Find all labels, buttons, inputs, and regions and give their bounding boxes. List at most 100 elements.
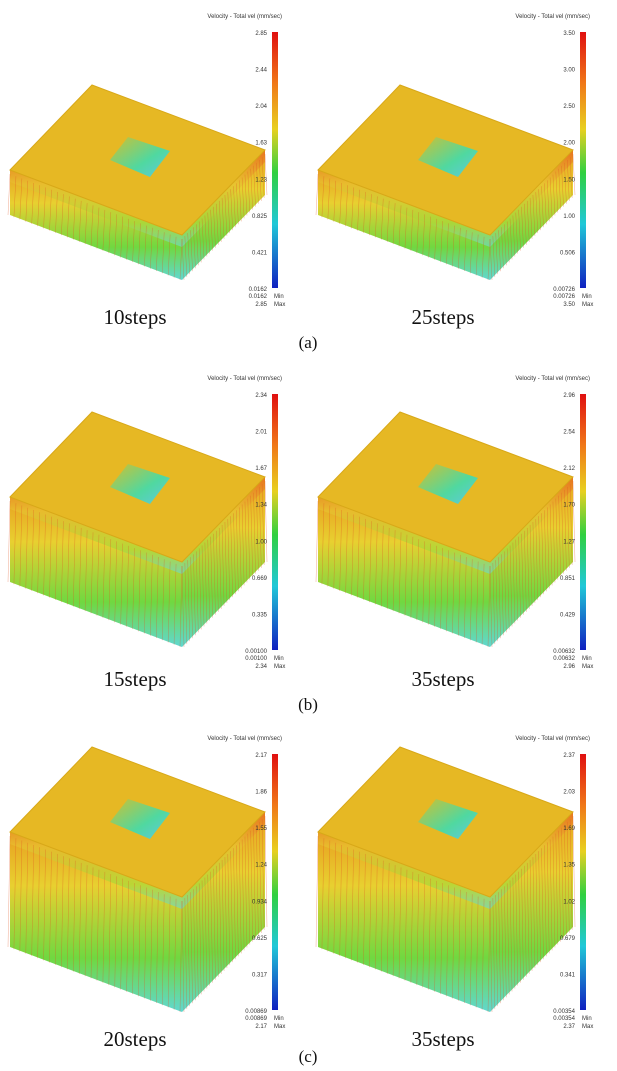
max-word: Max bbox=[582, 664, 593, 670]
max-value: 3.50 bbox=[563, 302, 575, 308]
min-value: 0.00632 bbox=[553, 656, 575, 662]
max-word: Max bbox=[582, 302, 593, 308]
vector-hatch bbox=[573, 154, 575, 195]
colorbar bbox=[580, 754, 586, 1010]
min-word: Min bbox=[582, 1016, 592, 1022]
max-word: Max bbox=[274, 1024, 285, 1030]
colorbar-tick-label: 2.34 bbox=[255, 393, 267, 399]
colorbar-title: Velocity - Total vel (mm/sec) bbox=[515, 14, 590, 20]
max-value: 2.34 bbox=[255, 664, 267, 670]
colorbar-tick-label: 2.50 bbox=[563, 104, 575, 110]
colorbar-tick-label: 0.625 bbox=[252, 936, 268, 942]
colorbar-title: Velocity - Total vel (mm/sec) bbox=[515, 376, 590, 382]
colorbar-tick-label: 1.23 bbox=[255, 177, 267, 183]
min-value: 0.00869 bbox=[245, 1016, 267, 1022]
vector-hatch bbox=[316, 836, 318, 947]
vector-hatch bbox=[573, 481, 575, 562]
colorbar-tick-label: 1.00 bbox=[255, 539, 267, 545]
max-word: Max bbox=[274, 302, 285, 308]
colorbar-tick-label: 2.01 bbox=[255, 430, 267, 436]
min-word: Min bbox=[274, 1016, 284, 1022]
colorbar-tick-label: 2.00 bbox=[563, 141, 575, 147]
vector-hatch bbox=[573, 816, 575, 927]
colorbar-tick-label: 0.506 bbox=[560, 250, 576, 256]
row-caption: (c) bbox=[299, 1047, 318, 1066]
step-label: 15steps bbox=[104, 667, 167, 691]
step-label: 35steps bbox=[412, 1027, 475, 1051]
min-word: Min bbox=[274, 294, 284, 300]
colorbar-tick-label: 1.63 bbox=[255, 141, 267, 147]
colorbar-title: Velocity - Total vel (mm/sec) bbox=[515, 736, 590, 742]
colorbar-tick-label: 2.54 bbox=[563, 430, 575, 436]
row-caption: (a) bbox=[299, 333, 318, 352]
vector-hatch bbox=[265, 154, 267, 195]
colorbar-tick-label: 0.341 bbox=[560, 972, 576, 978]
colorbar-tick-label: 1.67 bbox=[255, 466, 267, 472]
step-label: 10steps bbox=[104, 305, 167, 329]
colorbar-tick-label: 1.27 bbox=[563, 539, 575, 545]
colorbar-tick-label: 0.421 bbox=[252, 250, 268, 256]
colorbar-tick-label: 1.55 bbox=[255, 826, 267, 832]
colorbar-tick-label: 1.02 bbox=[563, 899, 575, 905]
colorbar-tick-label: 0.00869 bbox=[245, 1009, 267, 1015]
colorbar-tick-label: 0.934 bbox=[252, 899, 268, 905]
colorbar-tick-label: 2.12 bbox=[563, 466, 575, 472]
colorbar-tick-label: 1.86 bbox=[255, 790, 267, 796]
vector-hatch bbox=[316, 501, 318, 582]
colorbar-tick-label: 0.679 bbox=[560, 936, 576, 942]
min-value: 0.0162 bbox=[249, 294, 268, 300]
colorbar-tick-label: 0.00726 bbox=[553, 287, 575, 293]
colorbar-title: Velocity - Total vel (mm/sec) bbox=[207, 14, 282, 20]
min-value: 0.00354 bbox=[553, 1016, 575, 1022]
max-value: 2.37 bbox=[563, 1024, 575, 1030]
vector-hatch bbox=[265, 481, 267, 562]
row-caption: (b) bbox=[298, 695, 318, 714]
max-value: 2.85 bbox=[255, 302, 267, 308]
step-label: 20steps bbox=[104, 1027, 167, 1051]
colorbar-tick-label: 0.335 bbox=[252, 612, 268, 618]
colorbar bbox=[580, 32, 586, 288]
colorbar bbox=[272, 32, 278, 288]
colorbar-tick-label: 0.825 bbox=[252, 214, 268, 220]
figure: Velocity - Total vel (mm/sec) 2.85 2.44 2.0… bbox=[0, 0, 617, 1071]
max-value: 2.17 bbox=[255, 1024, 267, 1030]
colorbar-tick-label: 0.0162 bbox=[249, 287, 268, 293]
colorbar-tick-label: 2.37 bbox=[563, 753, 575, 759]
colorbar-tick-label: 0.00354 bbox=[553, 1009, 575, 1015]
vector-hatch bbox=[8, 836, 10, 947]
colorbar-tick-label: 0.429 bbox=[560, 612, 576, 618]
colorbar-tick-label: 2.04 bbox=[255, 104, 267, 110]
colorbar-tick-label: 2.03 bbox=[563, 790, 575, 796]
colorbar-tick-label: 1.34 bbox=[255, 503, 267, 509]
colorbar-tick-label: 3.00 bbox=[563, 68, 575, 74]
max-word: Max bbox=[582, 1024, 593, 1030]
vector-hatch bbox=[8, 174, 10, 215]
colorbar-title: Velocity - Total vel (mm/sec) bbox=[207, 376, 282, 382]
min-word: Min bbox=[582, 656, 592, 662]
colorbar-tick-label: 0.851 bbox=[560, 576, 576, 582]
colorbar-tick-label: 0.00632 bbox=[553, 649, 575, 655]
max-word: Max bbox=[274, 664, 285, 670]
step-label: 25steps bbox=[412, 305, 475, 329]
colorbar-tick-label: 2.96 bbox=[563, 393, 575, 399]
colorbar-tick-label: 2.17 bbox=[255, 753, 267, 759]
colorbar-tick-label: 1.24 bbox=[255, 863, 267, 869]
vector-hatch bbox=[316, 174, 318, 215]
min-value: 0.00100 bbox=[245, 656, 267, 662]
vector-hatch bbox=[265, 816, 267, 927]
colorbar-tick-label: 2.85 bbox=[255, 31, 267, 37]
max-value: 2.96 bbox=[563, 664, 575, 670]
step-label: 35steps bbox=[412, 667, 475, 691]
colorbar-tick-label: 1.35 bbox=[563, 863, 575, 869]
vector-hatch bbox=[8, 501, 10, 582]
colorbar-tick-label: 1.50 bbox=[563, 177, 575, 183]
colorbar bbox=[272, 754, 278, 1010]
colorbar-tick-label: 0.317 bbox=[252, 972, 268, 978]
min-word: Min bbox=[582, 294, 592, 300]
colorbar-tick-label: 1.69 bbox=[563, 826, 575, 832]
colorbar-tick-label: 0.00100 bbox=[245, 649, 267, 655]
min-word: Min bbox=[274, 656, 284, 662]
colorbar bbox=[580, 394, 586, 650]
colorbar-tick-label: 2.44 bbox=[255, 68, 267, 74]
colorbar-tick-label: 1.70 bbox=[563, 503, 575, 509]
